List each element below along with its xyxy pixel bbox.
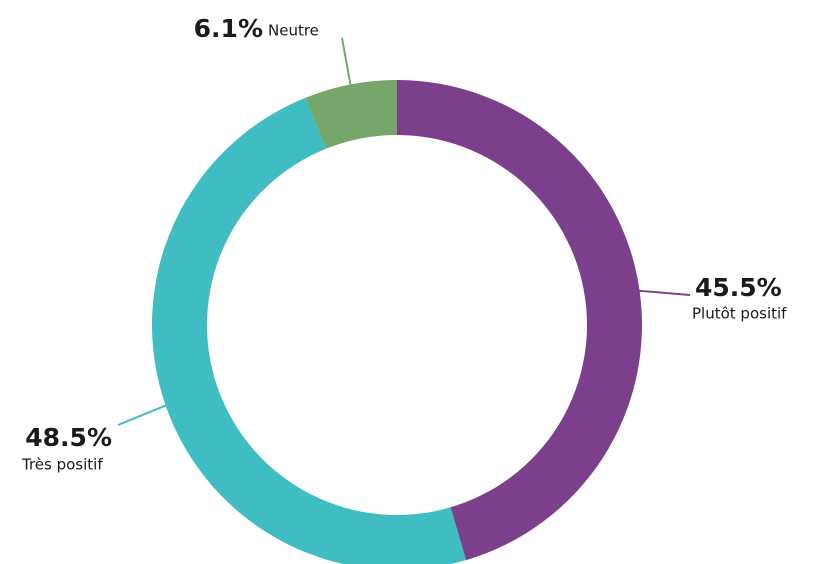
category-label: Neutre xyxy=(268,22,319,40)
category-label: Plutôt positif xyxy=(692,305,787,323)
leader-line xyxy=(341,37,352,88)
value-label: 48.5% xyxy=(25,423,112,452)
value-label: 6.1% xyxy=(194,14,263,43)
donut-slice xyxy=(152,97,467,564)
donut-slice xyxy=(305,80,397,149)
leader-line xyxy=(117,403,169,426)
category-label: Très positif xyxy=(21,456,103,474)
donut-slice xyxy=(397,80,642,561)
value-label: 45.5% xyxy=(695,273,782,302)
leader-line xyxy=(636,289,691,296)
